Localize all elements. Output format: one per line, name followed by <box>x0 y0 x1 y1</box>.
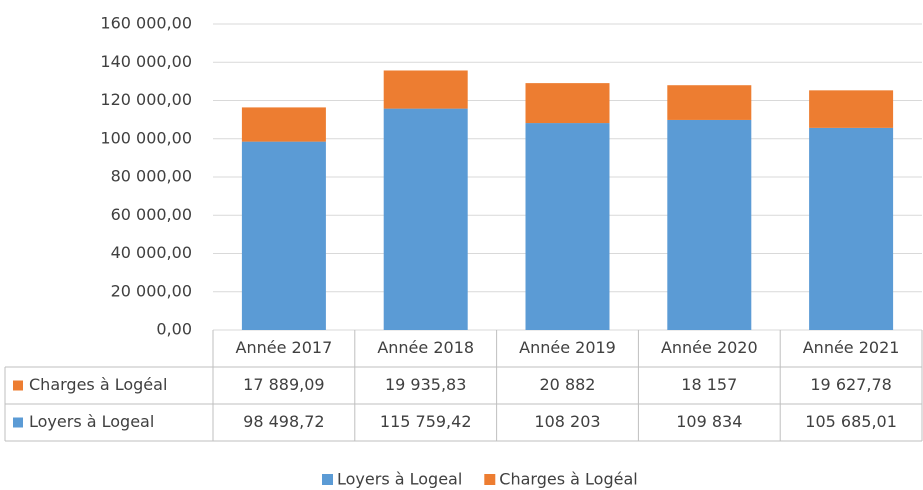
y-tick-label: 120 000,00 <box>100 90 192 109</box>
legend-key <box>322 474 333 485</box>
legend-label: Loyers à Logeal <box>337 470 462 489</box>
bar <box>241 107 326 142</box>
bar <box>667 119 752 330</box>
y-tick-label: 0,00 <box>156 320 192 339</box>
table-cell: 109 834 <box>676 412 742 431</box>
table-cell: 17 889,09 <box>243 375 324 394</box>
y-tick-label: 160 000,00 <box>100 14 192 33</box>
y-tick-label: 100 000,00 <box>100 128 192 147</box>
y-tick-label: 20 000,00 <box>111 281 192 300</box>
y-tick-label: 40 000,00 <box>111 243 192 262</box>
table-cell: 18 157 <box>681 375 737 394</box>
table-cell: 108 203 <box>534 412 600 431</box>
bar <box>525 123 610 330</box>
legend-label: Charges à Logéal <box>499 470 637 489</box>
bar <box>383 108 468 330</box>
x-tick-label: Année 2021 <box>803 338 900 357</box>
table-row-label: Charges à Logéal <box>29 375 167 394</box>
table-row-label: Loyers à Logeal <box>29 412 154 431</box>
table-legend-key <box>13 417 23 428</box>
x-tick-label: Année 2018 <box>377 338 474 357</box>
table-cell: 19 935,83 <box>385 375 466 394</box>
y-tick-label: 140 000,00 <box>100 52 192 71</box>
table-cell: 19 627,78 <box>810 375 891 394</box>
bar <box>809 90 894 128</box>
bar <box>525 83 610 124</box>
x-tick-label: Année 2019 <box>519 338 616 357</box>
y-tick-label: 80 000,00 <box>111 167 192 186</box>
bar <box>809 127 894 331</box>
bar <box>667 85 752 120</box>
bar <box>383 70 468 109</box>
y-tick-label: 60 000,00 <box>111 205 192 224</box>
bar <box>241 141 326 330</box>
x-tick-label: Année 2020 <box>661 338 758 357</box>
x-tick-label: Année 2017 <box>236 338 333 357</box>
table-cell: 105 685,01 <box>805 412 897 431</box>
legend-key <box>484 474 496 485</box>
table-legend-key <box>13 380 23 391</box>
table-cell: 115 759,42 <box>380 412 472 431</box>
table-cell: 98 498,72 <box>243 412 324 431</box>
table-cell: 20 882 <box>540 375 596 394</box>
